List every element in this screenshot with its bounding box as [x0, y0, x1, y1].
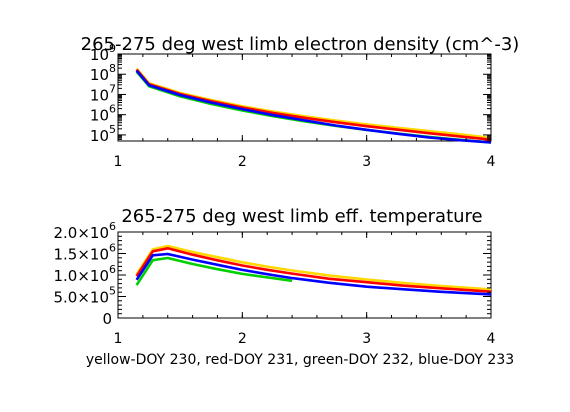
x-tick-label: 4	[487, 154, 496, 170]
x-tick-label: 4	[487, 331, 496, 347]
y-tick-label: 1.0×106	[53, 263, 116, 285]
temperature-panel: 265-275 deg west limb eff. temperature 1…	[53, 206, 495, 347]
temperature-title: 265-275 deg west limb eff. temperature	[121, 206, 482, 227]
x-tick-label: 1	[114, 154, 123, 170]
x-tick-label: 2	[238, 331, 247, 347]
series-line-blue	[135, 252, 492, 296]
y-tick-label: 105	[90, 123, 116, 145]
y-tick-label: 5.0×105	[53, 285, 116, 307]
density-plot-frame	[117, 53, 492, 142]
x-tick-label: 1	[114, 331, 123, 347]
series-line-yellow	[135, 244, 492, 291]
series-line-red	[135, 68, 492, 141]
series-line-blue	[135, 69, 492, 144]
y-tick-label: 2.0×106	[53, 220, 116, 242]
y-tick-label: 106	[90, 103, 116, 125]
density-title: 265-275 deg west limb electron density (…	[81, 34, 520, 55]
legend-footer: yellow-DOY 230, red-DOY 231, green-DOY 2…	[86, 352, 514, 368]
density-series-group	[135, 67, 492, 144]
series-line-yellow	[135, 67, 492, 140]
series-line-green	[135, 256, 293, 286]
x-tick-label: 3	[362, 154, 371, 170]
density-panel: 265-275 deg west limb electron density (…	[81, 34, 520, 170]
y-tick-label: 109	[90, 42, 116, 64]
x-tick-label: 3	[362, 331, 371, 347]
temperature-series-group	[135, 244, 492, 296]
y-tick-label: 1.5×106	[53, 242, 116, 264]
series-line-red	[135, 247, 492, 293]
y-tick-label: 0	[102, 310, 112, 328]
x-tick-label: 2	[238, 154, 247, 170]
y-tick-label: 107	[90, 82, 116, 104]
y-tick-label: 108	[90, 62, 116, 84]
